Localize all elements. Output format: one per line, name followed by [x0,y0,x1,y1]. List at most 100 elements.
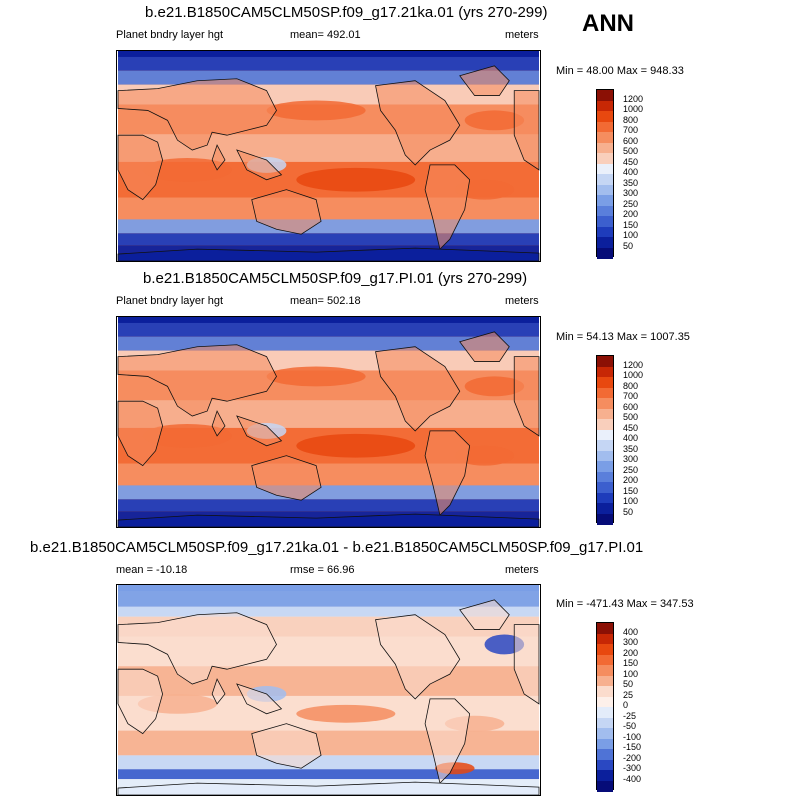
land-fill [425,430,470,516]
colorbar-swatch [597,111,613,122]
coastline [211,144,226,171]
land-fill [425,164,470,250]
colorbar-tick-label: 1200 [623,359,644,370]
arctic-band [118,585,539,591]
map-field-blob [464,376,525,397]
colorbar-swatch [597,142,613,154]
panel-2-mean-label: mean= 502.18 [290,295,361,307]
land-fill [118,78,277,151]
colorbar-swatch [597,780,613,792]
coastline [424,164,471,250]
coastline [251,189,322,235]
land-fill [375,346,460,431]
colorbar-tick-label: 0 [623,700,629,710]
land-fill [118,612,277,685]
map-field-blob [266,100,366,121]
coastline [117,612,277,685]
map-field-blob [454,445,515,466]
colorbar-box [596,622,614,792]
coastline [236,149,283,181]
colorbar-swatch [597,163,613,175]
land-fill [118,401,163,466]
panel-1-variable-label: Planet bndry layer hgt [116,29,224,41]
map-field-band [118,755,539,770]
land-fill [118,135,163,200]
colorbar-swatch [597,429,613,441]
colorbar-swatch [597,387,613,399]
panel-3-units-label: meters [505,564,539,576]
map-field-blob [296,433,416,458]
panel-2-units-label: meters [505,295,539,307]
coastline [459,331,510,362]
map-field-blob [454,179,515,200]
coastline [251,455,322,501]
colorbar-swatch [597,237,613,248]
colorbar-tick-label: 200 [623,209,639,219]
colorbar-swatch [597,408,613,420]
colorbar-swatch [597,633,613,645]
colorbar-tick-label: -200 [623,752,642,763]
colorbar-swatch [597,174,613,185]
colorbar-swatch [597,665,613,676]
colorbar-box [596,89,614,259]
coastline [513,624,540,705]
coastline [211,678,226,705]
land-fill [459,331,510,362]
land-fill [425,698,470,784]
colorbar-swatch [597,100,613,112]
coastline [459,65,510,96]
colorbar-tick-label: 100 [623,496,639,506]
map-field-band [118,485,539,500]
panel-1-colorbar: 1200 1000 800 700 600 500 450 400 350 300 250 200 15… [596,89,686,259]
colorbar-tick-label: 300 [623,454,639,464]
panel-2-title: b.e21.B1850CAM5CLM50SP.f09_g17.PI.01 (yr… [143,270,528,287]
colorbar-swatch [597,450,613,462]
colorbar-tick-label: 100 [623,230,639,240]
colorbar-swatch [597,153,613,164]
map-field-blob [464,110,525,131]
colorbar-tick-label: 450 [623,156,639,167]
colorbar-swatch [597,471,613,483]
map-field-band [118,197,539,220]
colorbar-tick-label: -50 [623,721,637,731]
colorbar-tick-label: 250 [623,198,639,209]
colorbar-swatch [597,728,613,739]
panel-3-colorbar: 400 300 200 150 100 50 25 0 -25 -50 -100 -150 -200 -3… [596,622,686,792]
panel-3-mean-label: mean = -10.18 [116,564,188,576]
land-fill [251,189,322,235]
colorbar-swatch [597,675,613,687]
colorbar-tick-label: -300 [623,763,642,773]
colorbar-swatch [597,644,613,655]
land-fill [118,669,163,734]
colorbar-tick-label: 150 [623,219,639,230]
map-field-band [118,463,539,486]
panel-2-minmax: Min = 54.13 Max = 1007.35 [556,331,690,343]
colorbar-tick-label: 200 [623,647,639,658]
colorbar-tick-label: -150 [623,742,642,752]
coastline [117,78,277,151]
colorbar-swatch [597,184,613,196]
arctic-band [118,51,539,57]
colorbar-swatch [597,686,613,697]
panel-1-map-svg [117,51,540,261]
panel-1-map [116,50,541,262]
land-fill [375,614,460,699]
panel-3-map [116,584,541,796]
panel-2-map [116,316,541,528]
coastline [251,723,322,769]
land-fill [459,599,510,630]
colorbar-swatch [597,440,613,451]
colorbar-tick-label: 1000 [623,370,644,380]
season-label: ANN [582,10,634,37]
coastline [117,668,163,735]
coastline [375,346,461,432]
land-fill [251,723,322,769]
colorbar-tick-label: 800 [623,114,639,125]
colorbar-swatch [597,226,613,238]
colorbar-swatch [597,247,613,259]
colorbar-box [596,355,614,525]
colorbar-tick-label: 1200 [623,93,644,104]
colorbar-swatch [597,696,613,708]
colorbar-tick-label: 50 [623,240,634,251]
coastline [459,599,510,630]
